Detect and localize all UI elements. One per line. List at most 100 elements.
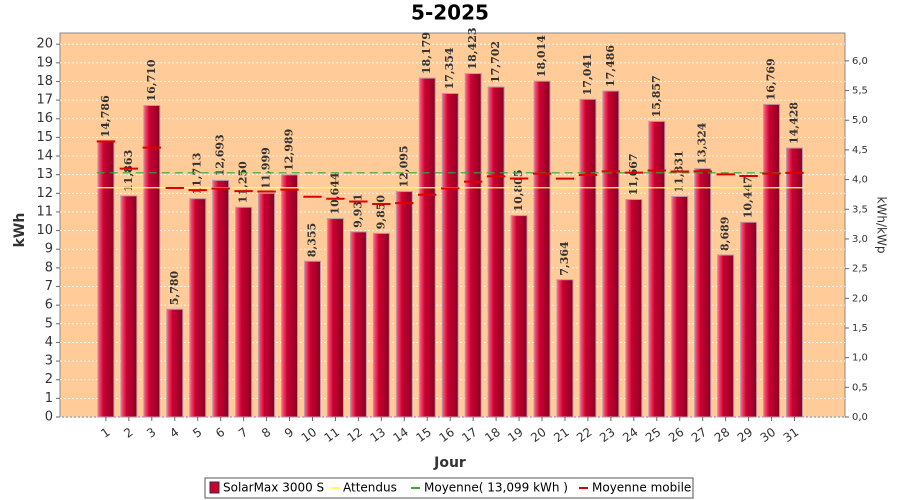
y-tick-label: 19 [36,55,53,70]
bar [556,279,574,418]
y2-tick-label: 2,5 [852,264,868,275]
value-label: 16,769 [765,58,778,100]
bar [235,206,253,418]
x-tick-label: 1 [98,425,112,441]
x-tick-label: 6 [213,425,227,441]
y-tick-label: 1 [45,391,53,406]
bar [395,191,413,418]
value-label: 15,857 [650,75,663,117]
value-label: 9,850 [374,195,387,230]
x-tick-label: 22 [574,425,595,445]
value-label: 8,689 [719,217,732,251]
y2-tick-label: 0,0 [852,412,868,423]
y2-tick-label: 3,0 [852,234,868,245]
value-label: 8,355 [305,223,318,257]
value-label: 5,780 [168,270,181,305]
x-tick-label: 23 [597,425,618,445]
legend: SolarMax 3000 S Attendus Moyenne( 13,099 k… [204,477,694,499]
bar [258,192,276,418]
bar [533,80,551,418]
y2-tick-label: 1,5 [852,323,868,334]
y-tick-label: 2 [45,372,53,387]
y-tick-label: 6 [45,298,53,313]
x-tick-label: 3 [144,425,158,441]
x-tick-label: 30 [758,425,779,445]
y-tick-label: 13 [36,167,53,182]
y2-tick-label: 6,0 [852,56,868,67]
x-tick-label: 26 [666,425,687,445]
x-tick-label: 15 [413,425,434,445]
bar [120,195,138,418]
y-tick-label: 5 [45,316,53,331]
bar [418,77,436,418]
value-label: 17,354 [443,47,456,89]
bar [189,198,207,418]
x-tick-label: 8 [259,425,273,441]
value-label: 16,710 [145,59,158,101]
x-tick-label: 20 [528,425,549,445]
y-tick-label: 7 [45,279,53,294]
y-tick-label: 14 [36,149,53,164]
x-tick-label: 12 [345,425,366,445]
value-label: 9,931 [351,193,364,227]
x-tick-label: 2 [121,425,135,441]
x-tick-label: 10 [299,425,320,445]
value-label: 11,713 [191,153,204,195]
value-label: 11,667 [627,153,640,195]
x-tick-label: 16 [436,425,457,445]
x-tick-label: 11 [322,425,343,445]
x-tick-label: 31 [781,425,802,445]
bar [372,232,390,418]
value-label: 12,095 [397,145,410,187]
value-label: 17,702 [489,41,502,83]
bar [349,231,367,418]
y-tick-label: 8 [45,260,53,275]
y-tick-label: 15 [36,130,53,145]
bar [464,73,482,418]
x-tick-label: 9 [282,425,296,441]
chart-title: 5-2025 [411,1,489,25]
bar [212,179,230,418]
x-tick-label: 25 [643,425,664,445]
value-label: 12,989 [283,129,296,171]
bar [694,168,712,418]
value-label: 13,324 [696,122,709,164]
value-label: 18,014 [535,35,548,77]
x-tick-label: 13 [368,425,389,445]
value-label: 14,428 [788,102,801,144]
bar [281,174,299,418]
bar [97,140,115,418]
bar [625,199,643,418]
y-tick-label: 20 [36,37,53,52]
bar [579,98,597,418]
bar [717,254,735,418]
x-tick-label: 17 [459,425,480,445]
bar [763,103,781,418]
bar [648,120,666,418]
y-axis-title: kWh [12,213,28,248]
bar [671,195,689,418]
value-label: 17,486 [604,45,617,87]
y2-tick-label: 1,0 [852,353,868,364]
y2-axis-title: kWh/kWp [875,197,889,254]
bar [303,260,321,418]
value-label: 18,179 [420,32,433,74]
value-label: 11,250 [237,161,250,203]
y-tick-label: 11 [36,204,53,219]
legend-label: Moyenne mobile [592,481,691,495]
y-tick-label: 9 [45,242,53,257]
y2-tick-label: 4,5 [852,145,868,156]
bar [510,215,528,418]
y-tick-label: 10 [36,223,53,238]
bar [487,86,505,418]
bar [166,308,184,418]
legend-swatch [209,481,220,494]
y2-tick-label: 4,0 [852,175,868,186]
y-tick-label: 16 [36,111,53,126]
value-label: 18,423 [466,27,479,69]
bar [441,93,459,418]
value-label: 10,447 [742,176,755,218]
x-tick-label: 21 [551,425,572,445]
value-label: 14,786 [99,95,112,137]
